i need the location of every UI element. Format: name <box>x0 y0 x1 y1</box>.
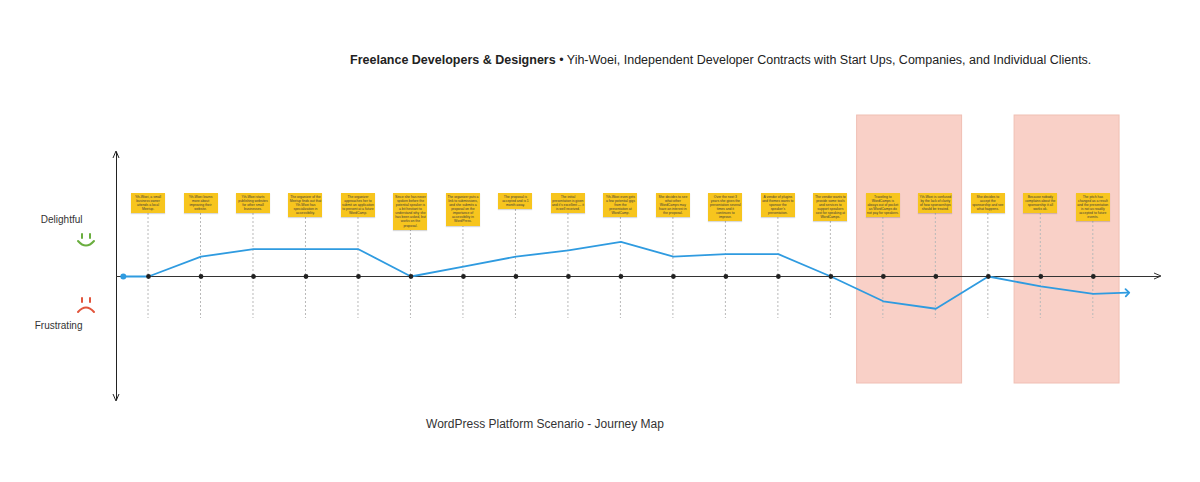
html-text:Freelance Developers & Designe: Freelance Developers & Designers • Yih-W… <box>350 53 1092 67</box>
html-text:The vendor wants to provide so: The vendor wants to provide some tools a… <box>815 195 846 220</box>
html-text:A vendor of plugins and themes: A vendor of plugins and themes wants to … <box>762 195 794 216</box>
html-text:WordPress Platform Scenario -: WordPress Platform Scenario - Journey Ma… <box>426 417 664 431</box>
html-text:Because nobody complains about: Because nobody complains about the spons… <box>1025 195 1056 212</box>
svg-text:Frustrating: Frustrating <box>35 320 83 331</box>
html-text:The organizer puts a link to s: The organizer puts a link to submissions… <box>447 195 479 224</box>
html-text:Yih-Woei, a small business own: Yih-Woei, a small business owner attends… <box>134 195 162 212</box>
html-text:The proposal is accepted and i: The proposal is accepted and is 1 month … <box>502 195 529 208</box>
html-text:She decides to see what other: She decides to see what other WordCamps … <box>658 195 688 216</box>
html-text:Yih-Woei even gets a few poten: Yih-Woei even gets a few potential gigs … <box>605 195 635 216</box>
svg-text:Delightful: Delightful <box>41 214 83 225</box>
html-text:The pitch has changed as a res: The pitch has changed as a result and th… <box>1077 195 1109 220</box>
html-text:Yih-Woei starts publishing web: Yih-Woei starts publishing websites for … <box>238 195 268 212</box>
html-text:Yih-Woei is confused by the la: Yih-Woei is confused by the lack of clar… <box>919 195 952 212</box>
html-text:Since she has never spoken bef: Since she has never spoken before the po… <box>395 195 426 228</box>
html-text:The initial presentation is gi: The initial presentation is given and it… <box>552 195 584 212</box>
html-text:The organizer of the Meetup fi: The organizer of the Meetup finds out th… <box>289 195 322 216</box>
html-text:Yih-Woei learns more about imp: Yih-Woei learns more about improving the… <box>188 195 213 212</box>
html-text:She decides to accept the spon: She decides to accept the sponsorship an… <box>972 195 1004 212</box>
html-text:Over the next 3 years she give: Over the next 3 years she gives the pres… <box>710 195 741 220</box>
html-text:The organizer approaches her t: The organizer approaches her to submit a… <box>342 195 374 216</box>
html-text:Traveling to WordCamps is alwa: Traveling to WordCamps is always out of … <box>867 195 899 216</box>
